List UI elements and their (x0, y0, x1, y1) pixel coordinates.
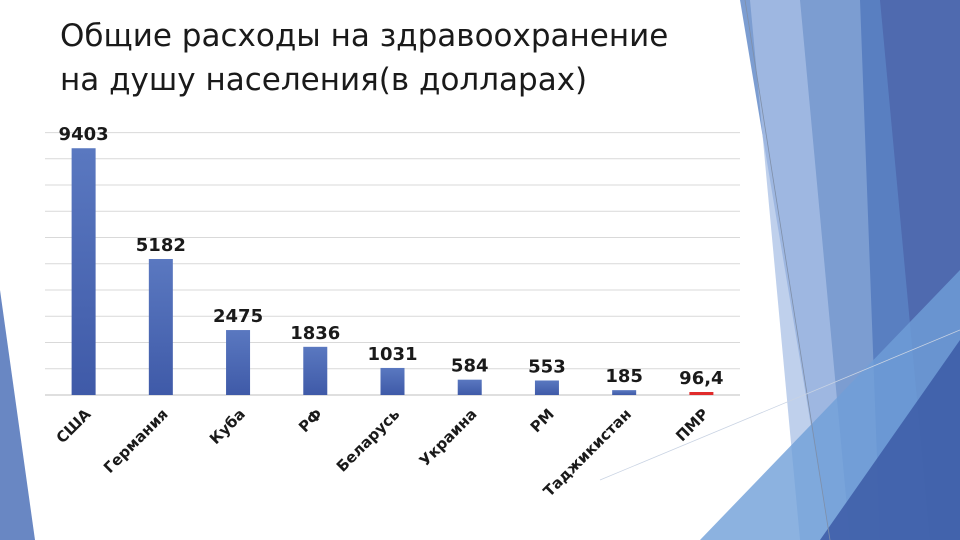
bar (380, 367, 405, 395)
x-tick-label: Украина (416, 405, 481, 470)
data-label: 96,4 (679, 368, 723, 389)
bar (71, 148, 96, 395)
decor-thin-line (599, 329, 960, 481)
bar (303, 346, 328, 395)
x-tick-label: РМ (527, 405, 558, 436)
data-label: 553 (528, 356, 566, 377)
data-label: 9403 (59, 124, 109, 145)
x-tick-label: Германия (100, 405, 172, 477)
decor-lower-triangle (820, 340, 960, 540)
data-label: 2475 (213, 306, 263, 327)
bar (148, 259, 173, 395)
slide-title-line-1: Общие расходы на здравоохранение (60, 18, 669, 54)
data-label: 584 (451, 356, 489, 377)
x-tick-label: Куба (206, 405, 249, 448)
data-label: 5182 (136, 235, 186, 256)
decor-right-panel-light (750, 0, 850, 540)
decor-left-strip (0, 290, 35, 540)
decor-thin-line (744, 0, 831, 540)
bar (612, 390, 637, 395)
data-label: 1031 (367, 344, 417, 365)
bar (534, 380, 559, 395)
x-tick-label: Беларусь (333, 405, 403, 475)
bar (689, 392, 714, 395)
slide-title: Общие расходы на здравоохранение на душу… (60, 14, 740, 102)
slide-title-line-2: на душу населения(в долларах) (60, 62, 588, 98)
x-tick-label: США (53, 405, 95, 447)
bar (457, 379, 482, 395)
data-label: 185 (605, 366, 643, 387)
data-label: 1836 (290, 323, 340, 344)
bar (226, 330, 251, 395)
x-tick-label: РФ (295, 405, 326, 436)
x-tick-label: ПМР (672, 405, 712, 445)
